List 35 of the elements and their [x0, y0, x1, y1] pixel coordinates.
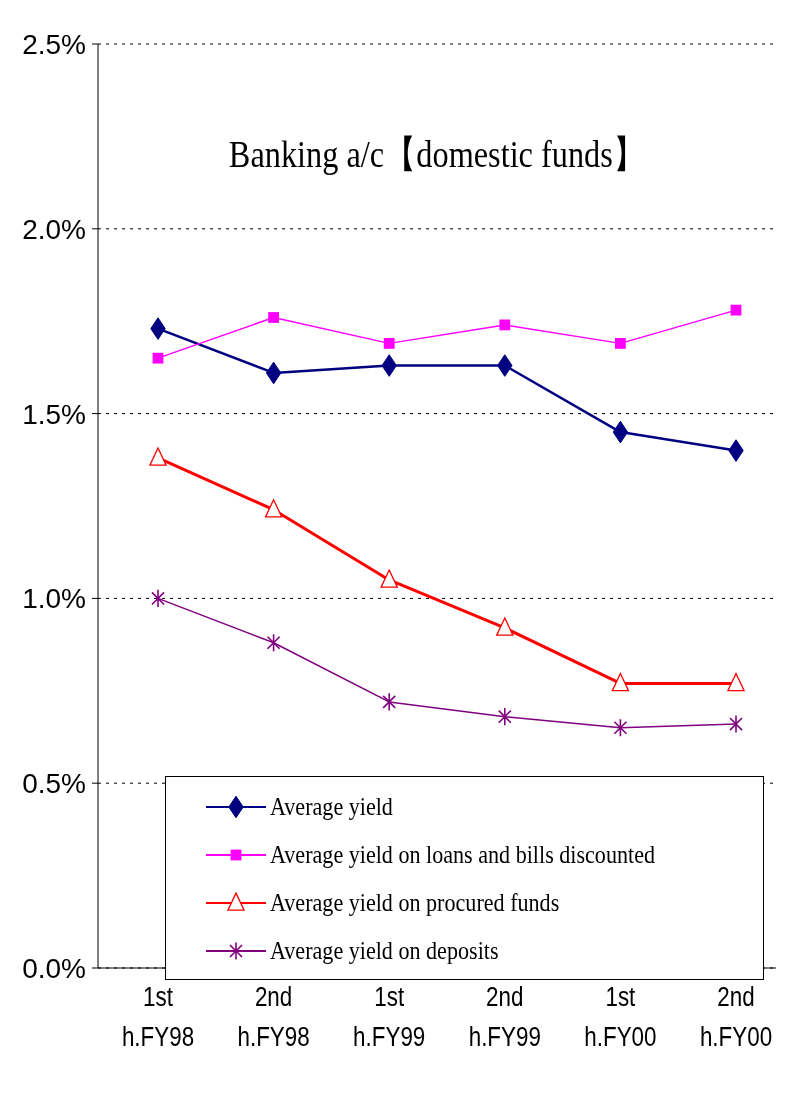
y-tick-label: 1.5% — [22, 398, 86, 430]
point — [380, 569, 398, 588]
x-tick-label: 1st h.FY98 — [121, 980, 195, 1052]
point — [152, 352, 164, 364]
point — [265, 361, 282, 385]
point — [729, 715, 743, 733]
x-tick-label: 1st h.FY00 — [584, 980, 657, 1052]
point — [264, 499, 283, 518]
point — [730, 304, 742, 316]
point — [382, 693, 396, 711]
legend-label: Average yield on procured funds — [270, 888, 560, 918]
point — [612, 420, 629, 444]
point — [383, 337, 395, 349]
y-tick-label: 2.5% — [22, 29, 86, 60]
y-tick-label: 0.0% — [22, 953, 86, 984]
x-tick-label: 1st h.FY99 — [353, 980, 426, 1052]
point — [499, 319, 511, 331]
point — [496, 617, 514, 636]
legend-label: Average yield on deposits — [270, 936, 499, 966]
x-tick-label: 2nd h.FY98 — [237, 980, 310, 1052]
y-tick-label: 1.0% — [22, 583, 86, 615]
x-tick-label: 2nd h.FY00 — [699, 980, 773, 1052]
point — [611, 672, 630, 692]
y-tick-label: 0.5% — [22, 768, 86, 800]
legend-label: Average yield on loans and bills discounted — [270, 840, 656, 870]
point — [498, 708, 512, 726]
text: Banking a/c【domestic funds】 — [227, 132, 647, 177]
y-tick-label: 2.0% — [22, 213, 86, 245]
point — [615, 337, 626, 349]
point — [151, 589, 165, 607]
point — [149, 447, 167, 466]
point — [727, 672, 745, 692]
point — [268, 312, 279, 323]
x-tick-label: 2nd h.FY99 — [468, 980, 541, 1052]
legend-label: Average yield — [270, 792, 393, 822]
